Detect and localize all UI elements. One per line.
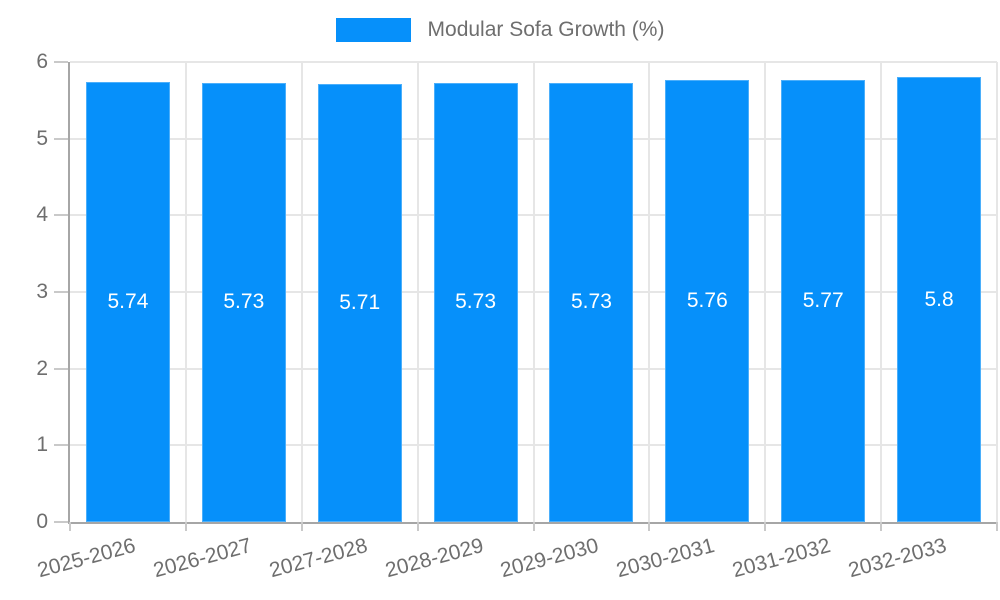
bar[interactable]: 5.73: [433, 82, 518, 522]
y-tick-label: 5: [36, 126, 48, 150]
y-axis-tick: [54, 521, 68, 523]
x-axis-tick: [764, 522, 767, 531]
y-axis-tick: [54, 214, 68, 217]
bar[interactable]: 5.71: [317, 84, 402, 522]
v-gridline: [996, 62, 998, 522]
y-axis-tick: [54, 444, 68, 447]
bar[interactable]: 5.77: [781, 79, 866, 522]
y-tick-label: 2: [36, 356, 48, 380]
x-axis-tick: [416, 522, 419, 531]
bar-value-label: 5.76: [686, 289, 728, 313]
bar[interactable]: 5.73: [201, 82, 286, 522]
x-axis-tick: [880, 522, 883, 531]
x-axis-tick: [69, 522, 71, 531]
v-gridline: [184, 62, 187, 522]
x-axis-tick: [648, 522, 651, 531]
bar-value-label: 5.73: [455, 290, 496, 314]
bar-value-label: 5.8: [924, 287, 954, 311]
y-tick-label: 0: [36, 510, 48, 533]
v-gridline: [416, 62, 419, 522]
y-tick-label: 3: [36, 280, 48, 303]
legend-swatch-icon: [335, 18, 411, 42]
bar[interactable]: 5.74: [85, 81, 170, 522]
y-axis-tick: [54, 291, 68, 293]
x-axis-tick: [996, 522, 998, 531]
bar-value-label: 5.73: [571, 290, 612, 314]
bar-value-label: 5.77: [802, 288, 844, 312]
bar[interactable]: 5.76: [665, 80, 750, 522]
v-gridline: [880, 62, 883, 522]
bar[interactable]: 5.73: [549, 82, 634, 522]
v-gridline: [300, 62, 303, 522]
y-tick-label: 6: [36, 50, 48, 73]
plot-area: 0 1 2 3 4 5 6 5.74 2025-2026 5.73 2026-2027 5.71 202…: [35, 50, 998, 582]
y-axis-tick: [54, 367, 68, 370]
bar-value-label: 5.71: [339, 291, 381, 315]
bar[interactable]: 5.8: [897, 77, 982, 522]
y-tick-label: 1: [36, 433, 48, 457]
v-gridline: [764, 62, 767, 522]
legend[interactable]: Modular Sofa Growth (%): [0, 18, 1000, 42]
y-tick-label: 4: [36, 203, 48, 227]
legend-label: Modular Sofa Growth (%): [427, 18, 665, 41]
y-axis-tick: [54, 137, 68, 140]
x-axis-tick: [532, 522, 535, 531]
bar-value-label: 5.73: [223, 290, 265, 314]
x-axis-tick: [184, 522, 187, 531]
v-gridline: [532, 62, 535, 522]
bar-value-label: 5.74: [107, 289, 149, 313]
x-axis-tick: [300, 522, 303, 531]
v-gridline: [648, 62, 651, 522]
y-axis-tick: [54, 61, 68, 63]
